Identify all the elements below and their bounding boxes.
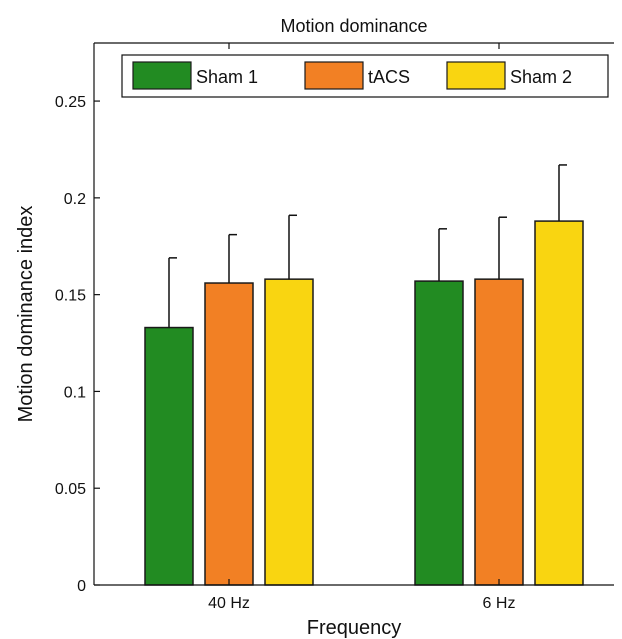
plot-area: 0 0.05 0.1 0.15 0.2 0.25 40 Hz 6 Hz Sham 1 tACS Sh… <box>55 42 614 612</box>
y-tick-label: 0.1 <box>64 384 86 401</box>
y-tick-label: 0.15 <box>55 288 86 305</box>
legend-swatch-sham-1 <box>132 61 192 90</box>
legend-label-sham-1: Sham 1 <box>196 67 258 87</box>
legend-swatch-sham-2 <box>446 61 506 90</box>
y-axis-title: Motion dominance index <box>15 206 37 423</box>
x-tick-label: 40 Hz <box>208 595 250 612</box>
y-tick-label: 0.2 <box>64 191 86 208</box>
bar-sham-1-40-hz <box>144 326 194 586</box>
bar-sham-2-6-hz <box>534 220 584 586</box>
x-tick-label: 6 Hz <box>483 595 516 612</box>
legend-swatch-tacs <box>304 61 364 90</box>
chart-title: Motion dominance <box>280 16 427 36</box>
y-tick-label: 0.05 <box>55 481 86 498</box>
legend-label-sham-2: Sham 2 <box>510 67 572 87</box>
y-tick-label: 0 <box>77 578 86 595</box>
bar-sham-2-40-hz <box>264 278 314 586</box>
bar-sham-1-6-hz <box>414 280 464 586</box>
legend-box <box>121 54 609 98</box>
y-tick-label: 0.25 <box>55 94 86 111</box>
legend-label-tacs: tACS <box>368 67 410 87</box>
bar-tacs-6-hz <box>474 278 524 586</box>
x-axis-title: Frequency <box>307 617 402 639</box>
bar-tacs-40-hz <box>204 282 254 586</box>
